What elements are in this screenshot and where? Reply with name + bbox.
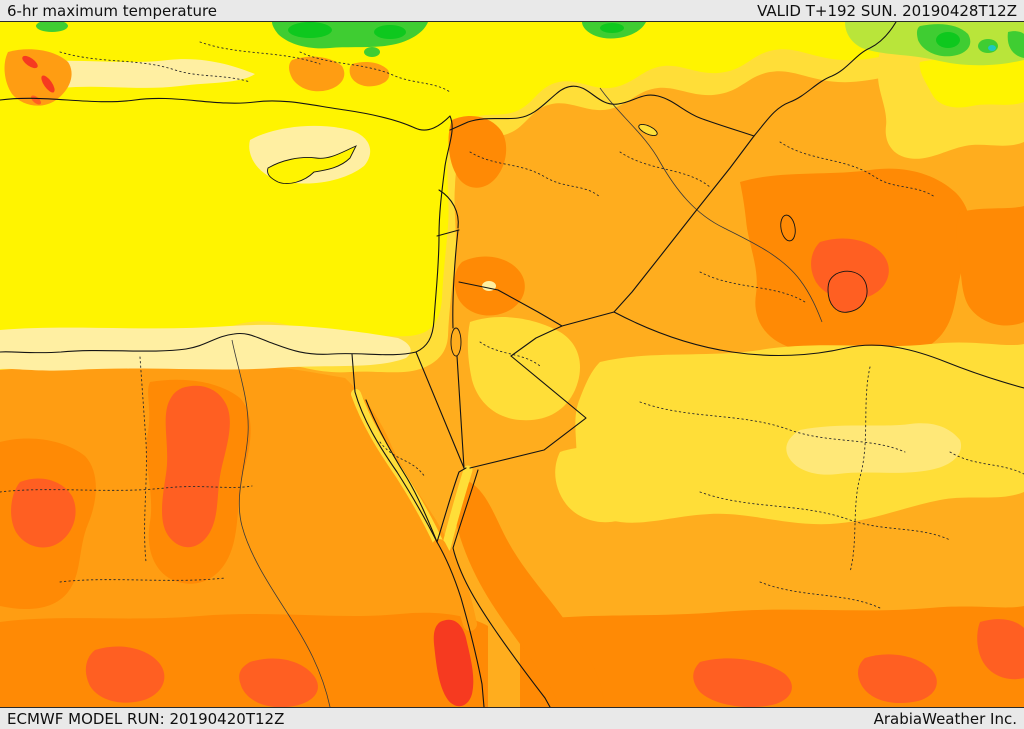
temp-hot-egypt-bottom-1 (85, 646, 165, 703)
border-iraq-saudi (613, 311, 1024, 389)
map-canvas (0, 22, 1024, 707)
cyprus-island (267, 145, 357, 184)
temp-band-turkey-cream (25, 59, 255, 89)
admin-border-saudi-1 (639, 401, 906, 453)
border-egypt-israel (415, 351, 465, 469)
admin-border-egypt-3 (59, 577, 226, 583)
admin-border-turkey-1 (59, 51, 251, 83)
admin-border-saudi-3 (849, 366, 871, 573)
temp-cool-core-2 (978, 39, 998, 53)
temp-hot-nile-valley (162, 385, 230, 548)
temp-band-egypt-south (0, 612, 488, 707)
temp-strip-gulf-of-suez (351, 389, 444, 549)
temp-hot-east-edge (977, 619, 1024, 680)
border-turkey-syria (449, 85, 755, 137)
border-jordan-iraq (510, 311, 615, 357)
border-jordan-river (452, 229, 459, 329)
temp-patch-jordan (467, 317, 580, 421)
temp-hot-streak-turkey-3 (31, 95, 41, 105)
temp-hot-bottom-right-2 (858, 654, 937, 704)
temp-hot-bottom-right-1 (693, 658, 792, 707)
temp-blob-west-syria (448, 116, 507, 188)
admin-border-iraq-2 (699, 271, 806, 303)
lake-tharthar (780, 214, 796, 242)
admin-border-jordan (479, 341, 541, 367)
footer-bar: ECMWF MODEL RUN: 20190420T12Z ArabiaWeat… (0, 707, 1024, 729)
admin-border-sinai (379, 441, 426, 478)
euphrates-river (599, 87, 823, 323)
lake-razzaza (827, 270, 868, 313)
coastline-red-sea-east (452, 469, 551, 707)
temp-band-ne-yellow-core (919, 57, 1024, 108)
admin-border-egypt-1 (139, 356, 147, 563)
temp-band-hejaz (453, 482, 604, 707)
lake-assad (638, 123, 658, 137)
border-jordan-saudi (469, 355, 587, 469)
temp-hot-egypt-west (11, 478, 76, 548)
temp-cool-core-1 (936, 32, 960, 48)
admin-border-iraq-1 (779, 141, 936, 198)
coastline-sinai-west (365, 399, 438, 543)
temp-cool-dot-cyan (988, 45, 996, 51)
coastline-mediterranean (0, 97, 453, 356)
border-lebanon-syria (438, 189, 459, 229)
coastline-sinai-east (436, 467, 467, 543)
map-title: 6-hr maximum temperature (7, 1, 218, 20)
nile-river (231, 339, 331, 707)
temp-patch-north-saudi-core (786, 423, 962, 475)
temp-cool-core-3 (288, 22, 332, 38)
temp-cool-top-left (36, 22, 68, 32)
temp-band-east-edge (956, 206, 1024, 326)
valid-time-label: VALID T+192 SUN. 20190428T12Z (757, 1, 1017, 20)
temperature-map-svg (0, 22, 1024, 707)
temp-blob-turkey-1 (289, 56, 345, 92)
temp-strip-gulf-of-aqaba (441, 465, 473, 553)
admin-border-turkey-3 (199, 41, 321, 65)
temp-band-egypt-coast-cream (0, 324, 411, 371)
temp-hot-streak-turkey-2 (41, 75, 55, 93)
temp-cool-right-edge (1007, 31, 1024, 58)
border-turkey-iraq-iran (753, 22, 897, 137)
border-syria-iraq (613, 135, 755, 313)
temp-hot-egypt-bottom-2 (239, 658, 318, 707)
temp-band-mediterranean-yellow (0, 22, 1024, 338)
border-arava (456, 355, 465, 469)
temp-hot-red-sea-south (433, 619, 474, 707)
header-bar: 6-hr maximum temperature VALID T+192 SUN… (0, 0, 1024, 22)
temp-cool-core-4 (374, 25, 406, 39)
border-israel-lebanon (436, 229, 460, 237)
temp-cool-dot-turkey (364, 47, 380, 57)
temp-blob-turkey-2 (349, 62, 390, 87)
admin-border-saudi-2 (699, 491, 951, 541)
temp-blob-turkey-west (4, 49, 72, 106)
admin-border-south-saudi (759, 581, 881, 609)
dead-sea (450, 327, 462, 357)
border-syria-jordan (458, 281, 563, 327)
temp-hot-streak-turkey-1 (22, 55, 38, 69)
admin-border-turkey-2 (299, 51, 451, 93)
model-run-label: ECMWF MODEL RUN: 20190420T12Z (7, 709, 285, 728)
admin-border-egypt-2 (0, 485, 253, 493)
branding-label: ArabiaWeather Inc. (873, 709, 1017, 728)
temp-patch-saudi-tongue (555, 447, 649, 523)
temp-cool-core-5 (600, 23, 624, 33)
admin-border-syria-2 (619, 151, 711, 188)
